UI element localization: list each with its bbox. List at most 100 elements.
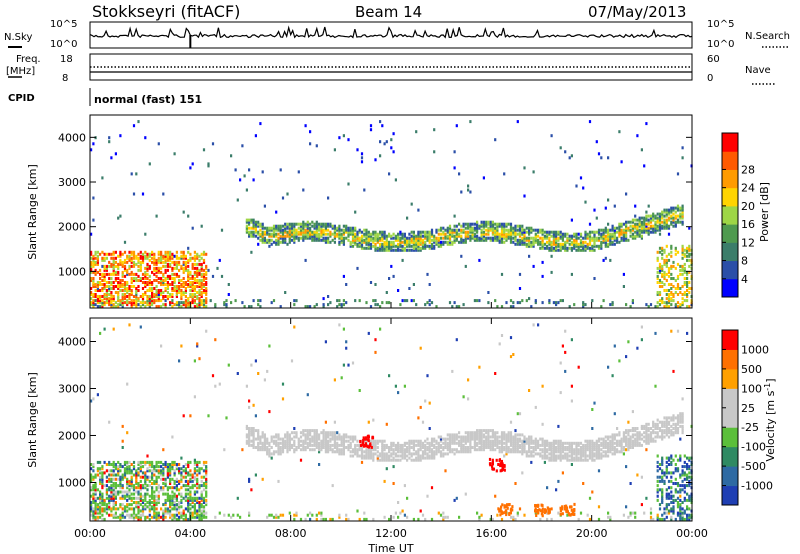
heatmap-cell <box>338 452 341 456</box>
heatmap-cell <box>112 266 115 270</box>
heatmap-cell <box>528 230 531 234</box>
heatmap-cell <box>676 277 680 280</box>
heatmap-cell <box>105 496 108 500</box>
heatmap-cell <box>155 475 158 479</box>
heatmap-cell <box>153 258 156 262</box>
heatmap-cell <box>193 272 196 276</box>
heatmap-cell <box>182 517 185 521</box>
heatmap-cell <box>390 264 393 268</box>
heatmap-cell <box>539 230 542 234</box>
heatmap-cell <box>214 338 217 342</box>
heatmap-cell <box>99 492 102 496</box>
heatmap-cell <box>171 501 174 504</box>
nave-label: Nave <box>745 65 771 76</box>
heatmap-cell <box>324 446 327 449</box>
heatmap-cell <box>318 448 321 452</box>
heatmap-cell <box>198 460 201 464</box>
heatmap-cell <box>137 492 140 496</box>
heatmap-cell <box>270 439 273 443</box>
heatmap-cell <box>388 448 391 452</box>
heatmap-cell <box>667 293 671 296</box>
heatmap-cell <box>141 465 145 469</box>
heatmap-cell <box>126 283 129 286</box>
heatmap-cell <box>144 232 147 236</box>
heatmap-cell <box>379 230 382 234</box>
cpid-value: normal (fast) 151 <box>94 93 202 106</box>
heatmap-cell <box>318 443 321 447</box>
heatmap-cell <box>385 291 388 294</box>
heatmap-cell <box>360 156 364 160</box>
heatmap-cell <box>155 214 158 218</box>
heatmap-cell <box>665 272 668 276</box>
heatmap-cell <box>670 283 673 286</box>
heatmap-cell <box>304 441 307 445</box>
heatmap-cell <box>135 486 138 490</box>
heatmap-cell <box>559 391 562 395</box>
heatmap-cell <box>128 266 131 270</box>
heatmap-cell <box>324 441 327 445</box>
heatmap-cell <box>555 450 558 454</box>
heatmap-cell <box>114 301 117 305</box>
heatmap-cell <box>487 232 490 236</box>
heatmap-cell <box>94 492 97 496</box>
heatmap-cell <box>90 266 93 270</box>
heatmap-cell <box>367 420 370 424</box>
heatmap-cell <box>198 509 201 513</box>
heatmap-cell <box>180 477 183 481</box>
heatmap-cell <box>446 452 449 456</box>
heatmap-cell <box>202 291 206 294</box>
heatmap-cell <box>196 511 199 515</box>
heatmap-cell <box>178 501 181 504</box>
heatmap-cell <box>164 484 167 488</box>
heatmap-cell <box>566 240 569 244</box>
heatmap-cell <box>331 224 334 228</box>
heatmap-cell <box>525 226 528 230</box>
heatmap-cell <box>656 301 659 305</box>
heatmap-cell <box>476 220 479 224</box>
heatmap-cell <box>528 441 531 445</box>
heatmap-cell <box>494 439 497 443</box>
heatmap-cell <box>336 441 339 445</box>
heatmap-cell <box>103 285 106 288</box>
heatmap-cell <box>688 244 691 248</box>
heatmap-cell <box>363 450 366 454</box>
heatmap-cell <box>178 469 181 473</box>
heatmap-cell <box>376 439 379 443</box>
heatmap-cell <box>573 240 576 244</box>
heatmap-cell <box>202 252 206 256</box>
heatmap-cell <box>383 230 386 234</box>
heatmap-cell <box>640 220 643 224</box>
heatmap-cell <box>367 230 370 234</box>
heatmap-cell <box>286 437 289 441</box>
heatmap-cell <box>561 456 564 460</box>
heatmap-cell <box>667 210 671 214</box>
heatmap-cell <box>135 256 138 260</box>
heatmap-cell <box>679 220 682 224</box>
heatmap-cell <box>408 236 411 240</box>
heatmap-cell <box>135 303 138 307</box>
heatmap-cell <box>162 511 165 515</box>
heatmap-cell <box>123 471 127 475</box>
heatmap-cell <box>135 482 138 485</box>
heatmap-cell <box>205 511 208 515</box>
heatmap-cell <box>460 236 463 240</box>
heatmap-cell <box>160 477 163 481</box>
heatmap-cell <box>112 272 115 276</box>
heatmap-cell <box>112 492 115 496</box>
heatmap-cell <box>169 254 172 258</box>
heatmap-cell <box>266 452 269 456</box>
heatmap-cell <box>564 329 567 333</box>
heatmap-cell <box>573 242 576 246</box>
heatmap-cell <box>119 503 122 507</box>
heatmap-cell <box>92 142 95 146</box>
heatmap-cell <box>299 431 303 435</box>
heatmap-cell <box>162 503 165 507</box>
heatmap-cell <box>135 479 138 483</box>
heatmap-cell <box>566 232 569 236</box>
heatmap-cell <box>679 303 682 307</box>
heatmap-cell <box>625 228 628 232</box>
heatmap-cell <box>367 232 370 236</box>
heatmap-cell <box>354 435 357 439</box>
heatmap-cell <box>318 236 321 240</box>
heatmap-cell <box>96 509 99 513</box>
